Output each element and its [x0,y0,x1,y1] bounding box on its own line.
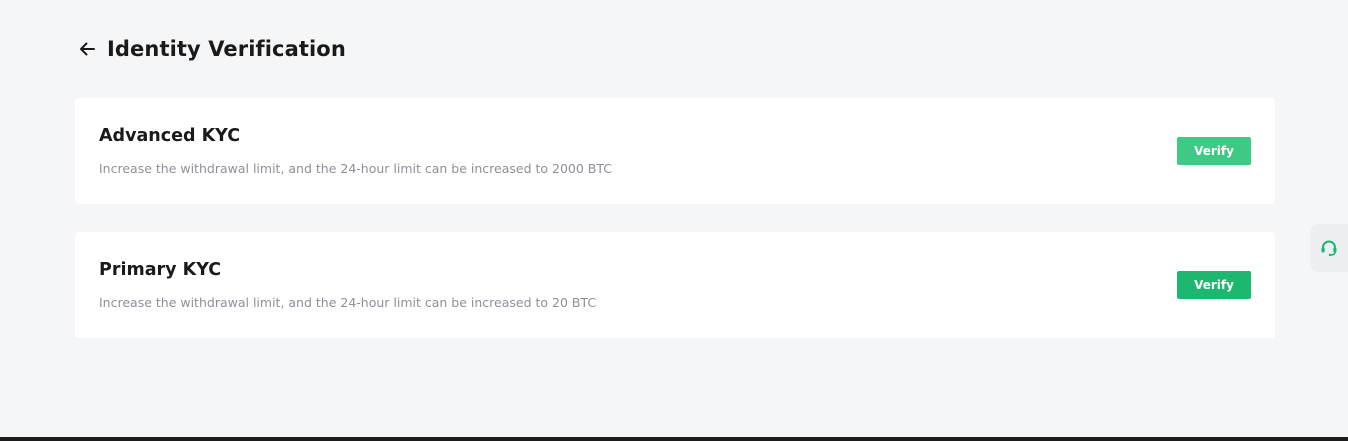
page-header: Identity Verification [76,34,346,64]
arrow-left-icon [80,42,95,56]
customer-support-button[interactable] [1310,224,1348,272]
page-title: Identity Verification [107,37,346,61]
primary-kyc-verify-button[interactable]: Verify [1177,271,1251,299]
headset-icon [1321,240,1337,257]
card-title: Advanced KYC [99,126,241,146]
card-description: Increase the withdrawal limit, and the 2… [99,161,612,176]
back-button[interactable] [76,38,98,60]
bottom-edge-bar [0,437,1348,441]
primary-kyc-card: Primary KYC Increase the withdrawal limi… [75,232,1275,338]
advanced-kyc-card: Advanced KYC Increase the withdrawal lim… [75,98,1275,204]
card-description: Increase the withdrawal limit, and the 2… [99,295,597,310]
card-title: Primary KYC [99,260,222,280]
advanced-kyc-verify-button[interactable]: Verify [1177,137,1251,165]
